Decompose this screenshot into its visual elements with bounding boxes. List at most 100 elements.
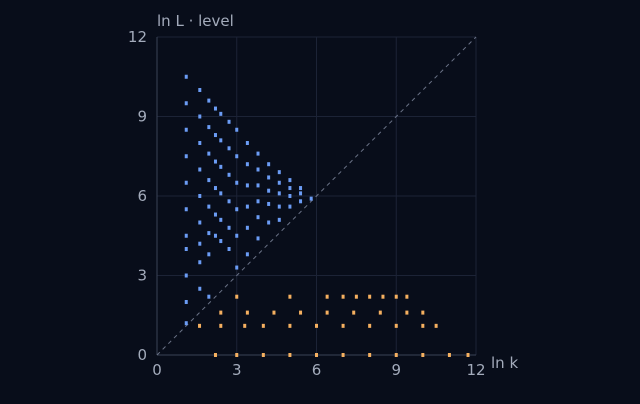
point xyxy=(245,310,249,315)
point xyxy=(213,353,217,357)
x-tick-label: 3 xyxy=(232,361,242,379)
y-tick-label: 3 xyxy=(137,267,147,285)
point xyxy=(184,233,188,238)
point xyxy=(207,231,211,236)
point xyxy=(277,204,281,209)
point xyxy=(207,294,211,299)
point xyxy=(277,191,281,196)
point xyxy=(227,172,231,177)
point xyxy=(243,323,247,328)
point xyxy=(261,353,265,357)
point xyxy=(368,353,372,357)
point xyxy=(198,241,202,246)
point xyxy=(381,294,385,299)
point xyxy=(405,294,409,299)
point xyxy=(184,273,188,278)
point xyxy=(245,204,249,209)
point xyxy=(207,252,211,257)
point xyxy=(219,310,223,315)
point xyxy=(354,294,358,299)
point xyxy=(227,146,231,151)
point xyxy=(466,353,470,357)
point xyxy=(184,101,188,106)
x-tick-label: 12 xyxy=(466,361,485,379)
point xyxy=(207,178,211,183)
point xyxy=(299,199,303,204)
point xyxy=(299,310,303,315)
point xyxy=(405,310,409,315)
point xyxy=(288,353,292,357)
point xyxy=(184,247,188,251)
point xyxy=(434,323,438,328)
point xyxy=(235,353,239,357)
point xyxy=(219,111,223,116)
point xyxy=(421,323,425,328)
point xyxy=(184,180,188,185)
point xyxy=(368,294,372,299)
point xyxy=(256,183,260,188)
point xyxy=(227,247,231,251)
point xyxy=(256,167,260,172)
x-tick-label: 0 xyxy=(152,361,162,379)
point xyxy=(261,323,265,328)
point xyxy=(184,300,188,304)
point xyxy=(235,207,239,212)
point xyxy=(207,204,211,209)
point xyxy=(421,310,425,315)
point xyxy=(277,170,281,175)
point xyxy=(219,138,223,143)
point xyxy=(213,233,217,238)
y-tick-label: 0 xyxy=(137,346,147,364)
point xyxy=(267,175,271,180)
point xyxy=(256,236,260,241)
point xyxy=(267,201,271,206)
point xyxy=(235,127,239,132)
point xyxy=(421,353,425,357)
point xyxy=(256,215,260,220)
point xyxy=(184,127,188,132)
point xyxy=(184,321,188,326)
point xyxy=(198,114,202,119)
point xyxy=(299,191,303,196)
point xyxy=(341,323,345,328)
point xyxy=(207,98,211,103)
y-axis-label: ln L · level xyxy=(157,12,234,30)
point xyxy=(235,180,239,185)
point xyxy=(378,310,382,315)
point xyxy=(207,151,211,156)
point xyxy=(267,220,271,225)
point xyxy=(288,204,292,209)
point xyxy=(219,239,223,244)
point xyxy=(309,196,313,201)
point xyxy=(245,252,249,257)
point xyxy=(394,353,398,357)
point xyxy=(256,151,260,156)
point xyxy=(198,260,202,265)
point xyxy=(272,310,276,315)
point xyxy=(219,191,223,196)
point xyxy=(341,294,345,299)
point xyxy=(288,186,292,191)
x-tick-label: 9 xyxy=(391,361,401,379)
point xyxy=(184,154,188,159)
reference-line xyxy=(156,36,477,356)
point xyxy=(198,167,202,172)
point xyxy=(198,141,202,145)
point xyxy=(235,294,239,299)
point xyxy=(315,353,318,357)
point xyxy=(198,194,202,198)
point xyxy=(341,353,345,357)
point xyxy=(267,162,271,167)
y-tick-label: 9 xyxy=(137,108,147,126)
point xyxy=(235,154,239,159)
point xyxy=(447,353,451,357)
y-tick-label: 12 xyxy=(128,28,147,46)
point xyxy=(213,212,217,217)
point xyxy=(277,217,281,222)
point xyxy=(213,186,217,191)
point xyxy=(219,323,223,328)
x-tick-label: 6 xyxy=(312,361,322,379)
point xyxy=(299,186,303,191)
point xyxy=(213,133,217,138)
